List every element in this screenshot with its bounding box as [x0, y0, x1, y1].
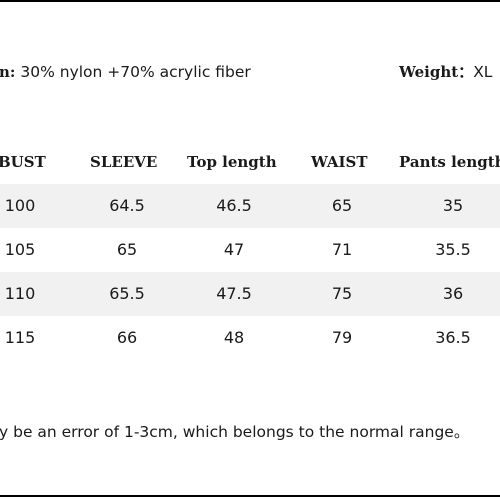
- cell-waist: 65: [331, 196, 353, 215]
- size-chart-table: BUST SLEEVE Top length WAIST Pants lengt…: [0, 140, 500, 360]
- cell-bust: 110: [4, 284, 36, 303]
- cell-bust: 105: [4, 240, 36, 259]
- header-bust: BUST: [0, 153, 46, 171]
- cell-top-length: 47.5: [216, 284, 252, 303]
- table-row: 105 65 47 71 35.5: [0, 228, 500, 272]
- table-row: 100 64.5 46.5 65 35: [0, 184, 500, 228]
- cell-bust: 100: [4, 196, 36, 215]
- cell-sleeve: 66: [116, 328, 138, 347]
- cell-pants-length: 36: [442, 284, 464, 303]
- table-header-row: BUST SLEEVE Top length WAIST Pants lengt…: [0, 140, 500, 184]
- material-composition: n: 30% nylon +70% acrylic fiber: [0, 61, 251, 83]
- top-border: [0, 0, 500, 2]
- table-row: 115 66 48 79 36.5: [0, 316, 500, 360]
- cell-pants-length: 36.5: [435, 328, 471, 347]
- header-top-length: Top length: [187, 153, 277, 171]
- weight-info: Weight：XL: [399, 61, 492, 83]
- cell-sleeve: 65.5: [109, 284, 145, 303]
- cell-top-length: 48: [223, 328, 245, 347]
- cell-waist: 75: [331, 284, 353, 303]
- cell-pants-length: 35: [442, 196, 464, 215]
- composition-value: 30% nylon +70% acrylic fiber: [15, 63, 251, 81]
- composition-label: n:: [0, 63, 16, 81]
- weight-value: XL: [473, 63, 493, 81]
- table-row: 110 65.5 47.5 75 36: [0, 272, 500, 316]
- weight-label: Weight：: [399, 63, 474, 81]
- cell-top-length: 47: [223, 240, 245, 259]
- bottom-border: [0, 495, 500, 497]
- cell-sleeve: 64.5: [109, 196, 145, 215]
- header-pants-length: Pants length: [399, 153, 500, 171]
- header-sleeve: SLEEVE: [90, 153, 158, 171]
- cell-sleeve: 65: [116, 240, 138, 259]
- cell-waist: 71: [331, 240, 353, 259]
- header-waist: WAIST: [311, 153, 368, 171]
- cell-pants-length: 35.5: [435, 240, 471, 259]
- cell-top-length: 46.5: [216, 196, 252, 215]
- cell-bust: 115: [4, 328, 36, 347]
- measurement-error-note: y be an error of 1-3cm, which belongs to…: [0, 423, 470, 441]
- cell-waist: 79: [331, 328, 353, 347]
